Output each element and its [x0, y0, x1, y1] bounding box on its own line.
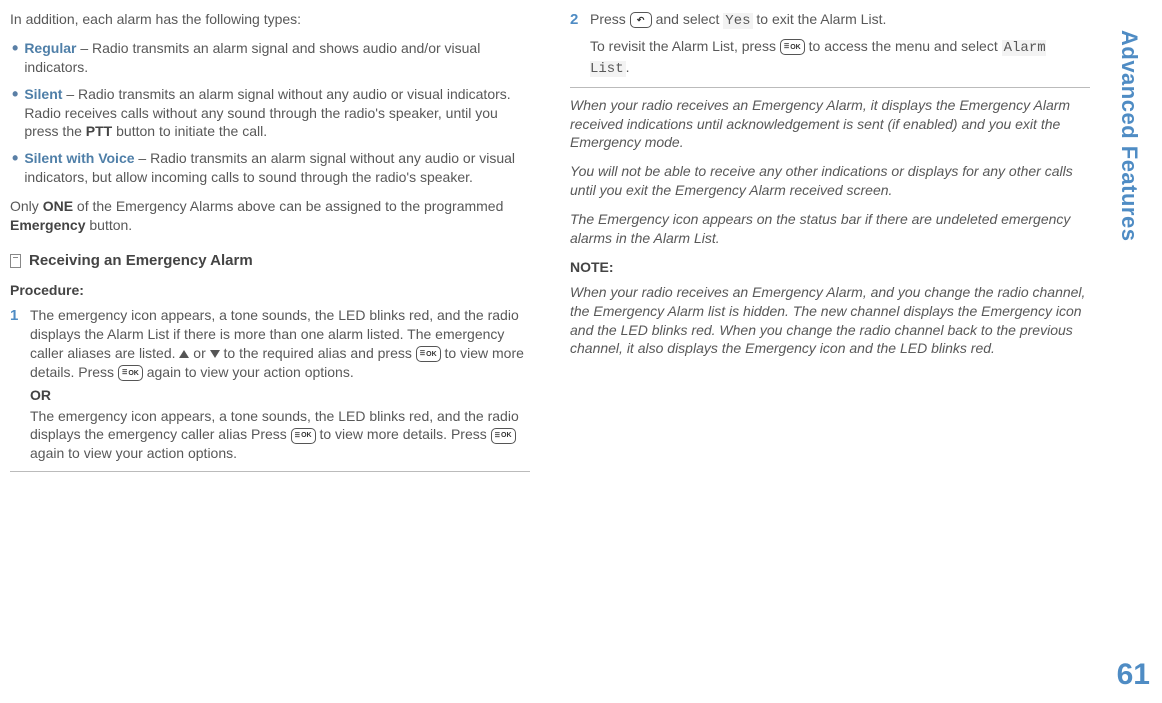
text-frag: to exit the Alarm List. [756, 11, 886, 27]
bullet-text: Silent – Radio transmits an alarm signal… [24, 85, 530, 142]
yes-mono: Yes [723, 13, 752, 29]
down-arrow-icon [210, 350, 220, 358]
side-section-label: Advanced Features [1114, 30, 1144, 241]
text-frag: or [193, 345, 209, 361]
bullet-icon: • [12, 85, 18, 142]
or-label: OR [30, 386, 530, 405]
intro-paragraph: In addition, each alarm has the followin… [10, 10, 530, 29]
text-frag: to the required alias and press [224, 345, 416, 361]
text-frag: To revisit the Alarm List, press [590, 38, 780, 54]
back-key-icon [630, 12, 652, 28]
info-paragraph-2: You will not be able to receive any othe… [570, 162, 1090, 200]
ok-key-icon: OK [416, 346, 441, 362]
procedure-label: Procedure: [10, 281, 530, 300]
bullet-silent-voice: • Silent with Voice – Radio transmits an… [10, 149, 530, 187]
step-body: Press and select Yes to exit the Alarm L… [590, 10, 1090, 79]
text-frag: to view more details. Press [319, 426, 490, 442]
info-paragraph-3: The Emergency icon appears on the status… [570, 210, 1090, 248]
bullet-label: Silent [24, 86, 62, 102]
text-frag: again to view your action options. [30, 445, 237, 461]
bullet-silent: • Silent – Radio transmits an alarm sign… [10, 85, 530, 142]
text-frag: Press [590, 11, 630, 27]
ok-key-icon: OK [780, 39, 805, 55]
divider [10, 471, 530, 472]
note-label: NOTE: [570, 258, 1090, 277]
ok-key-icon: OK [291, 428, 316, 444]
bullet-body: – Radio transmits an alarm signal and sh… [24, 40, 480, 75]
bullet-text: Silent with Voice – Radio transmits an a… [24, 149, 530, 187]
emergency-bold: Emergency [10, 217, 85, 233]
text-frag: . [626, 59, 630, 75]
one-bold: ONE [43, 198, 73, 214]
section-heading: Receiving an Emergency Alarm [10, 251, 530, 271]
bullet-label: Silent with Voice [24, 150, 134, 166]
bullet-text: Regular – Radio transmits an alarm signa… [24, 39, 530, 77]
step-1: 1 The emergency icon appears, a tone sou… [10, 306, 530, 463]
step-number: 1 [10, 306, 30, 463]
assignment-paragraph: Only ONE of the Emergency Alarms above c… [10, 197, 530, 235]
step-body: The emergency icon appears, a tone sound… [30, 306, 530, 463]
right-column: 2 Press and select Yes to exit the Alarm… [570, 10, 1090, 480]
text-frag: to access the menu and select [809, 38, 1002, 54]
bullet-icon: • [12, 149, 18, 187]
bullet-regular: • Regular – Radio transmits an alarm sig… [10, 39, 530, 77]
note-body: When your radio receives an Emergency Al… [570, 283, 1090, 359]
ptt-bold: PTT [86, 123, 112, 139]
page-number: 61 [1117, 655, 1150, 696]
section-title-text: Receiving an Emergency Alarm [29, 251, 253, 271]
up-arrow-icon [179, 350, 189, 358]
left-column: In addition, each alarm has the followin… [10, 10, 530, 480]
text-frag: button. [85, 217, 132, 233]
text-frag: of the Emergency Alarms above can be ass… [73, 198, 503, 214]
alarm-types-list: • Regular – Radio transmits an alarm sig… [10, 39, 530, 187]
step-2: 2 Press and select Yes to exit the Alarm… [570, 10, 1090, 79]
page-icon [10, 254, 21, 268]
bullet-label: Regular [24, 40, 76, 56]
text-frag: and select [656, 11, 724, 27]
text-frag: again to view your action options. [147, 364, 354, 380]
text-frag: Only [10, 198, 43, 214]
info-paragraph-1: When your radio receives an Emergency Al… [570, 96, 1090, 153]
bullet-icon: • [12, 39, 18, 77]
ok-key-icon: OK [491, 428, 516, 444]
ok-key-icon: OK [118, 365, 143, 381]
page-content: In addition, each alarm has the followin… [0, 0, 1162, 490]
divider [570, 87, 1090, 88]
step-number: 2 [570, 10, 590, 79]
bullet-body-b: button to initiate the call. [112, 123, 267, 139]
